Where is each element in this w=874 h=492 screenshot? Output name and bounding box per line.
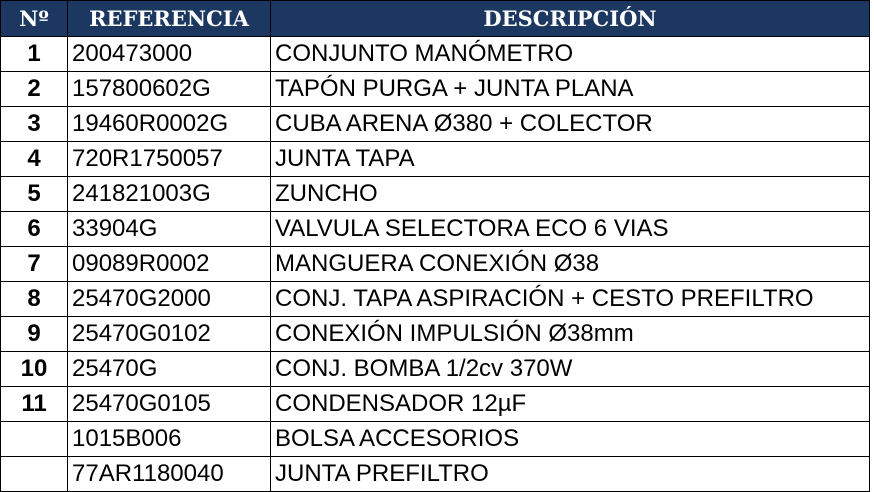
table-row: 8 25470G2000 CONJ. TAPA ASPIRACIÓN + CESTO… <box>0 281 870 317</box>
row-number <box>0 421 68 457</box>
table-row: 1015B006 BOLSA ACCESORIOS <box>0 421 870 457</box>
table-row: 10 25470G CONJ. BOMBA 1/2cv 370W <box>0 351 870 387</box>
table-row: 3 19460R0002G CUBA ARENA Ø380 + COLECTOR <box>0 106 870 142</box>
row-number <box>0 456 68 492</box>
row-reference: 720R1750057 <box>67 141 271 177</box>
header-description: DESCRIPCIÓN <box>270 0 870 37</box>
row-number: 6 <box>0 211 68 247</box>
row-description: CUBA ARENA Ø380 + COLECTOR <box>270 106 870 142</box>
row-reference: 25470G2000 <box>67 281 271 317</box>
row-reference: 157800602G <box>67 71 271 107</box>
table-row: 9 25470G0102 CONEXIÓN IMPULSIÓN Ø38mm <box>0 316 870 352</box>
row-reference: 19460R0002G <box>67 106 271 142</box>
row-reference: 25470G <box>67 351 271 387</box>
row-description: CONDENSADOR 12µF <box>270 386 870 422</box>
table-row: 77AR1180040 JUNTA PREFILTRO <box>0 456 870 492</box>
row-number: 2 <box>0 71 68 107</box>
row-description: MANGUERA CONEXIÓN Ø38 <box>270 246 870 282</box>
row-description: VALVULA SELECTORA ECO 6 VIAS <box>270 211 870 247</box>
table-row: 11 25470G0105 CONDENSADOR 12µF <box>0 386 870 422</box>
table-row: 2 157800602G TAPÓN PURGA + JUNTA PLANA <box>0 71 870 107</box>
row-description: CONEXIÓN IMPULSIÓN Ø38mm <box>270 316 870 352</box>
header-num: Nº <box>0 0 68 37</box>
row-reference: 33904G <box>67 211 271 247</box>
row-description: CONJ. BOMBA 1/2cv 370W <box>270 351 870 387</box>
row-number: 8 <box>0 281 68 317</box>
table-row: 6 33904G VALVULA SELECTORA ECO 6 VIAS <box>0 211 870 247</box>
row-description: JUNTA PREFILTRO <box>270 456 870 492</box>
table-row: 5 241821003G ZUNCHO <box>0 176 870 212</box>
row-description: CONJUNTO MANÓMETRO <box>270 36 870 72</box>
row-reference: 1015B006 <box>67 421 271 457</box>
row-reference: 200473000 <box>67 36 271 72</box>
table-row: 1 200473000 CONJUNTO MANÓMETRO <box>0 36 870 72</box>
row-description: JUNTA TAPA <box>270 141 870 177</box>
row-description: CONJ. TAPA ASPIRACIÓN + CESTO PREFILTRO <box>270 281 870 317</box>
row-number: 7 <box>0 246 68 282</box>
row-reference: 241821003G <box>67 176 271 212</box>
row-number: 3 <box>0 106 68 142</box>
row-reference: 77AR1180040 <box>67 456 271 492</box>
header-reference: REFERENCIA <box>67 0 271 37</box>
row-reference: 09089R0002 <box>67 246 271 282</box>
row-number: 1 <box>0 36 68 72</box>
row-number: 4 <box>0 141 68 177</box>
row-description: TAPÓN PURGA + JUNTA PLANA <box>270 71 870 107</box>
row-number: 11 <box>0 386 68 422</box>
row-description: ZUNCHO <box>270 176 870 212</box>
row-number: 9 <box>0 316 68 352</box>
table-row: 7 09089R0002 MANGUERA CONEXIÓN Ø38 <box>0 246 870 282</box>
row-reference: 25470G0105 <box>67 386 271 422</box>
table-row: 4 720R1750057 JUNTA TAPA <box>0 141 870 177</box>
row-number: 5 <box>0 176 68 212</box>
row-reference: 25470G0102 <box>67 316 271 352</box>
row-description: BOLSA ACCESORIOS <box>270 421 870 457</box>
row-number: 10 <box>0 351 68 387</box>
header-row: Nº REFERENCIA DESCRIPCIÓN <box>0 0 870 37</box>
